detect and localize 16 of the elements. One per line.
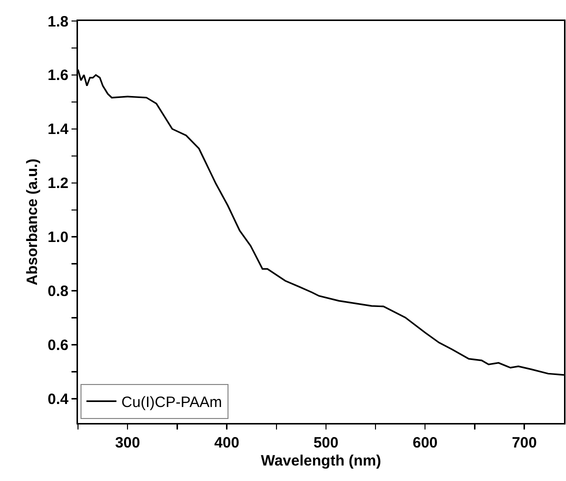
y-tick-label: 1.0: [48, 229, 68, 246]
y-tick-label: 0.8: [48, 283, 68, 300]
y-tick-label: 1.8: [48, 13, 68, 30]
y-tick-label: 1.4: [48, 121, 70, 138]
x-tick-label: 400: [214, 434, 240, 452]
x-axis-title: Wavelength (nm): [260, 452, 382, 470]
y-tick-label: 1.6: [48, 67, 68, 84]
x-tick-label: 500: [313, 434, 338, 452]
legend-label: Cu(I)CP-PAAm: [121, 394, 222, 412]
y-axis-title: Absorbance (a.u.): [24, 158, 42, 286]
x-tick-label: 600: [412, 434, 438, 452]
x-tick-label: 300: [115, 434, 140, 452]
y-tick-label: 0.6: [48, 337, 68, 354]
y-tick-label: 1.2: [48, 175, 68, 192]
x-tick-label: 700: [512, 434, 537, 452]
y-tick-label: 0.4: [48, 390, 70, 408]
